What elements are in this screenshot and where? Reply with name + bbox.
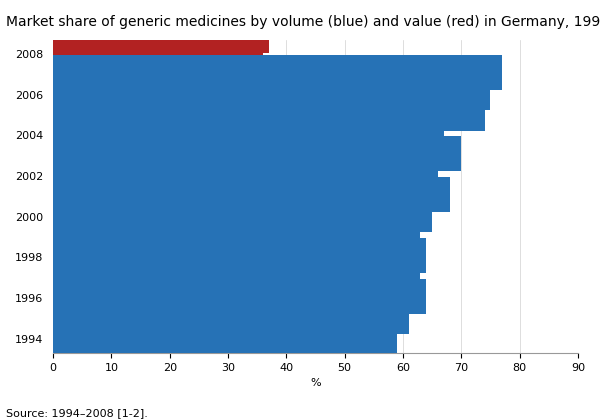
Bar xyxy=(53,136,461,171)
Bar xyxy=(53,238,427,273)
Bar xyxy=(53,100,245,134)
Bar xyxy=(53,197,432,232)
Bar xyxy=(53,262,240,297)
Bar xyxy=(53,201,234,236)
Bar xyxy=(53,160,228,195)
Bar xyxy=(53,55,502,90)
Bar xyxy=(53,221,228,257)
Text: Market share of generic medicines by volume (blue) and value (red) in Germany, 1: Market share of generic medicines by vol… xyxy=(6,15,600,29)
Bar xyxy=(53,181,234,216)
X-axis label: %: % xyxy=(310,378,321,388)
Bar xyxy=(53,258,421,294)
Bar xyxy=(53,18,269,53)
Bar xyxy=(53,120,228,155)
Bar xyxy=(53,299,409,334)
Bar xyxy=(53,278,427,314)
Bar xyxy=(53,116,444,151)
Bar xyxy=(53,79,228,114)
Bar xyxy=(53,157,438,192)
Bar xyxy=(53,38,263,74)
Bar xyxy=(53,218,421,253)
Bar xyxy=(53,59,257,94)
Text: Source: 1994–2008 [1-2].: Source: 1994–2008 [1-2]. xyxy=(6,408,148,418)
Bar xyxy=(53,177,449,212)
Bar xyxy=(53,241,240,277)
Bar xyxy=(53,140,222,175)
Bar xyxy=(53,319,397,354)
Bar xyxy=(53,75,490,110)
Bar xyxy=(53,282,245,318)
Bar xyxy=(53,96,485,131)
Bar xyxy=(53,340,385,375)
Bar xyxy=(53,303,234,338)
